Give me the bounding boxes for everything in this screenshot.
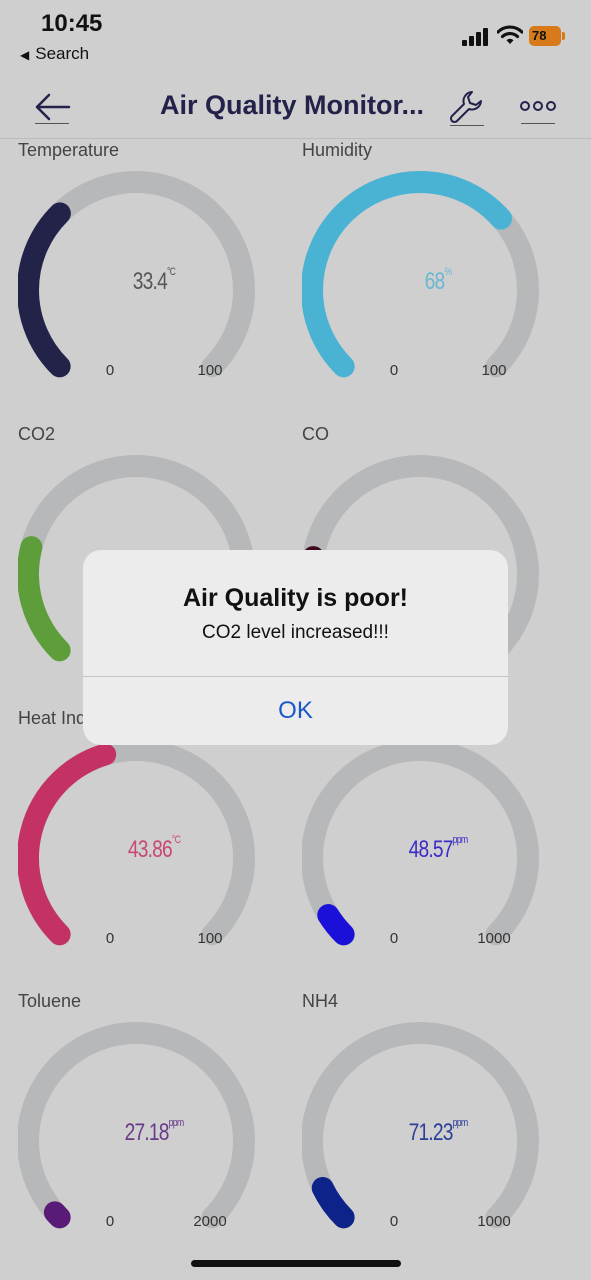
gauge-max-label: 100 — [481, 362, 507, 379]
gauge-value: 48.57ppm — [358, 834, 518, 864]
gauge-value-arc — [302, 171, 513, 378]
gauge-label: CO — [302, 424, 329, 444]
gauge-value-arc — [317, 904, 355, 946]
gauge-track — [18, 1022, 255, 1229]
gauge-max-label: 2000 — [193, 1213, 227, 1230]
gauge-dial — [302, 171, 539, 378]
more-options-button[interactable] — [517, 94, 559, 124]
gauge-label: NH4 — [302, 991, 339, 1011]
gauge-value: 71.23ppm — [358, 1117, 518, 1147]
back-triangle-icon: ◀ — [20, 48, 30, 62]
gauge-value-number: 68 — [424, 268, 446, 295]
page-title: Air Quality Monitor... — [160, 90, 425, 120]
alert-divider — [83, 676, 508, 677]
settings-button[interactable] — [448, 88, 486, 126]
gauge-value-arc — [18, 202, 71, 378]
nav-bar: Air Quality Monitor... — [0, 80, 591, 139]
alert-title: Air Quality is poor! — [182, 584, 409, 612]
gauge-min-label: 0 — [105, 930, 115, 947]
gauge-dial — [18, 739, 255, 946]
arrow-left-icon — [35, 93, 71, 121]
gauge-max-label: 1000 — [477, 930, 511, 947]
status-time: 10:45 — [41, 10, 103, 37]
gauge-value: 68% — [358, 266, 518, 296]
wifi-icon — [497, 25, 523, 44]
gauge-max-label: 100 — [197, 930, 223, 947]
back-to-search-label: Search — [35, 44, 90, 63]
gauge-value-unit: ppm — [168, 1117, 185, 1129]
gauge-min-label: 0 — [389, 362, 399, 379]
gauge-max-label: 100 — [197, 362, 223, 379]
gauge-value: 27.18ppm — [74, 1117, 234, 1147]
gauge-value-unit: ppm — [452, 834, 469, 846]
alert-message: CO2 level increased!!! — [202, 622, 389, 643]
wrench-icon — [449, 91, 482, 124]
gauge-label: Temperature — [18, 140, 120, 160]
gauge-toluene: Toluene 27.18ppm 0 2000 — [18, 991, 298, 1271]
gauge-track — [302, 1022, 539, 1229]
gauge-min-label: 0 — [105, 362, 115, 379]
gauge-track — [302, 739, 539, 946]
gauge-value-number: 43.86 — [127, 836, 173, 863]
gauge-value-number: 48.57 — [408, 836, 454, 863]
alert-dialog: Air Quality is poor! CO2 level increased… — [83, 550, 508, 745]
gauge-dial — [302, 1022, 539, 1229]
gauge-min-label: 0 — [389, 1213, 399, 1230]
gauge-dial — [302, 739, 539, 946]
back-to-search-link[interactable]: ◀ Search — [20, 44, 89, 64]
gauge-temperature: Temperature 33.4°C 0 100 — [18, 140, 298, 420]
alert-ok-button[interactable]: OK — [278, 697, 313, 724]
battery-icon: 78 — [529, 26, 565, 46]
gauge-humidity: Humidity 68% 0 100 — [302, 140, 582, 420]
gauge-value-unit: ppm — [452, 1117, 469, 1129]
more-dots-icon — [520, 101, 556, 111]
gauge-label: Humidity — [302, 140, 373, 160]
gauge-max-label: 1000 — [477, 1213, 511, 1230]
back-button[interactable] — [33, 92, 73, 124]
gauge-value-unit: % — [444, 266, 452, 278]
gauge-sensor-ppm: 48.57ppm 0 1000 — [302, 708, 582, 988]
home-indicator[interactable] — [191, 1260, 401, 1267]
gauge-value-arc — [18, 536, 71, 662]
gauge-value-number: 27.18 — [124, 1119, 170, 1146]
cellular-signal-icon — [462, 28, 488, 46]
gauge-value-arc — [43, 1201, 71, 1229]
gauge-label: CO2 — [18, 424, 56, 444]
gauge-dial — [18, 171, 255, 378]
gauge-nh4: NH4 71.23ppm 0 1000 — [302, 991, 582, 1271]
gauge-value-unit: °C — [166, 266, 176, 278]
gauge-min-label: 0 — [389, 930, 399, 947]
battery-level: 78 — [532, 28, 547, 43]
gauge-min-label: 0 — [105, 1213, 115, 1230]
gauge-value-arc — [18, 743, 117, 946]
gauge-value-number: 33.4 — [132, 268, 168, 295]
gauge-heat-index: Heat Index 43.86°C 0 100 — [18, 708, 298, 988]
gauge-label: Toluene — [18, 991, 82, 1011]
gauge-dial — [18, 1022, 255, 1229]
status-bar: 10:45 ◀ Search 78 — [0, 0, 591, 80]
gauge-value-unit: °C — [171, 834, 181, 846]
gauge-value: 43.86°C — [74, 834, 234, 864]
gauge-value-number: 71.23 — [408, 1119, 454, 1146]
gauge-value-arc — [311, 1176, 355, 1229]
gauge-value: 33.4°C — [74, 266, 234, 296]
